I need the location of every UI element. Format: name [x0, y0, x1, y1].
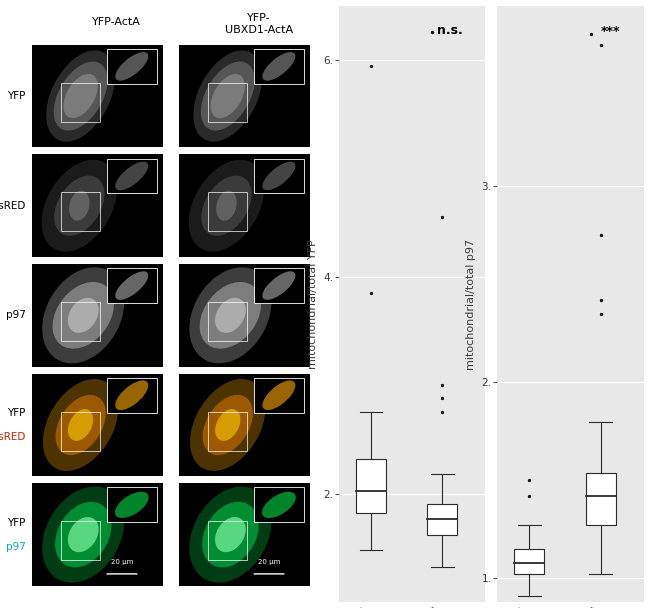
Ellipse shape: [190, 379, 265, 471]
Text: ***: ***: [601, 26, 621, 38]
Text: 20 μm: 20 μm: [258, 559, 280, 565]
Text: n.s.: n.s.: [437, 24, 462, 36]
Ellipse shape: [55, 395, 106, 455]
Ellipse shape: [215, 409, 240, 441]
Ellipse shape: [64, 74, 98, 118]
Bar: [61, 302, 100, 341]
Ellipse shape: [263, 381, 295, 410]
Bar: [254, 49, 304, 84]
Bar: [61, 521, 100, 560]
Bar: [179, 483, 311, 586]
Ellipse shape: [263, 52, 295, 81]
Ellipse shape: [46, 50, 115, 142]
Text: 20 μm: 20 μm: [111, 559, 133, 565]
Bar: [61, 412, 100, 451]
Ellipse shape: [115, 52, 148, 81]
Y-axis label: mitochondrial/total YFP: mitochondrial/total YFP: [307, 239, 318, 369]
Bar: [254, 378, 304, 413]
Bar: [208, 192, 248, 231]
Bar: [586, 472, 616, 525]
Bar: [356, 459, 386, 513]
Bar: [32, 154, 163, 257]
Bar: [208, 412, 248, 451]
Bar: [61, 83, 100, 122]
Text: YFP-
UBXD1-ActA: YFP- UBXD1-ActA: [225, 13, 293, 35]
Text: YFP: YFP: [7, 91, 26, 101]
Ellipse shape: [42, 268, 124, 364]
Bar: [107, 49, 157, 84]
Ellipse shape: [193, 50, 262, 142]
Bar: [254, 268, 304, 303]
Ellipse shape: [263, 271, 295, 300]
Ellipse shape: [115, 162, 148, 190]
Ellipse shape: [55, 502, 111, 567]
Ellipse shape: [263, 162, 295, 190]
Text: p97: p97: [6, 310, 26, 320]
Text: YFP: YFP: [7, 408, 26, 418]
Bar: [254, 159, 304, 193]
Bar: [179, 154, 311, 257]
Bar: [32, 264, 163, 367]
Ellipse shape: [215, 298, 246, 333]
Ellipse shape: [54, 176, 105, 236]
Bar: [254, 488, 304, 522]
Ellipse shape: [68, 409, 93, 441]
Ellipse shape: [115, 492, 149, 518]
Ellipse shape: [54, 61, 107, 131]
Ellipse shape: [188, 160, 264, 252]
Ellipse shape: [69, 191, 90, 221]
Bar: [179, 45, 311, 147]
Ellipse shape: [53, 282, 114, 348]
Text: p97: p97: [6, 542, 26, 551]
Ellipse shape: [43, 379, 118, 471]
Bar: [61, 192, 100, 231]
Ellipse shape: [68, 517, 99, 552]
Bar: [107, 159, 157, 193]
Bar: [107, 488, 157, 522]
Bar: [179, 374, 311, 476]
Ellipse shape: [68, 298, 99, 333]
Bar: [32, 374, 163, 476]
Ellipse shape: [115, 381, 148, 410]
Ellipse shape: [202, 502, 259, 567]
Text: mitodsRED: mitodsRED: [0, 201, 26, 211]
Bar: [107, 378, 157, 413]
Bar: [514, 549, 544, 575]
Ellipse shape: [215, 517, 246, 552]
Text: YFP: YFP: [7, 517, 26, 528]
Bar: [32, 483, 163, 586]
Bar: [107, 268, 157, 303]
Ellipse shape: [115, 271, 148, 300]
Ellipse shape: [202, 176, 252, 236]
Ellipse shape: [42, 160, 117, 252]
Bar: [179, 264, 311, 367]
Ellipse shape: [211, 74, 245, 118]
Bar: [208, 302, 248, 341]
Ellipse shape: [216, 191, 237, 221]
Text: YFP-ActA: YFP-ActA: [92, 17, 141, 27]
Ellipse shape: [201, 61, 255, 131]
Ellipse shape: [262, 492, 296, 518]
Text: mitodsRED: mitodsRED: [0, 432, 26, 442]
Y-axis label: mitochondrial/total p97: mitochondrial/total p97: [466, 238, 476, 370]
Ellipse shape: [203, 395, 253, 455]
Bar: [428, 505, 458, 535]
Ellipse shape: [200, 282, 261, 348]
Ellipse shape: [189, 486, 272, 582]
Ellipse shape: [42, 486, 124, 582]
Bar: [32, 45, 163, 147]
Bar: [208, 521, 248, 560]
Ellipse shape: [189, 268, 272, 364]
Bar: [208, 83, 248, 122]
